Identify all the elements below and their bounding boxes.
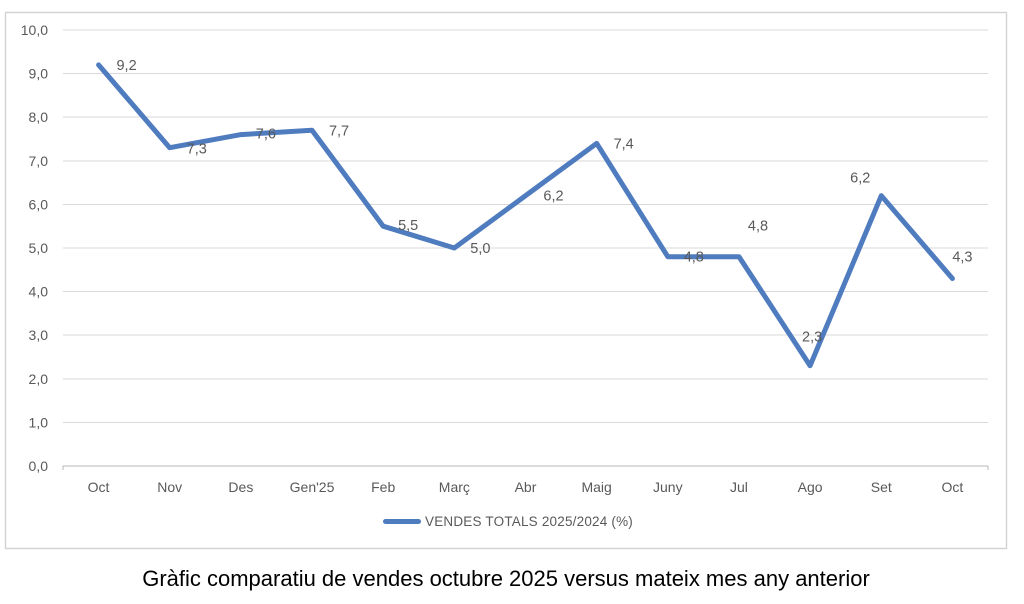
y-axis-tick-label: 7,0 [29, 153, 49, 169]
data-label: 6,2 [850, 171, 870, 187]
y-axis-tick-label: 0,0 [29, 458, 49, 474]
y-axis-tick-label: 9,0 [29, 66, 49, 82]
series-line [96, 62, 955, 369]
x-axis-category-label: Oct [88, 479, 110, 495]
data-label: 7,7 [329, 123, 349, 139]
chart-legend: VENDES TOTALS 2025/2024 (%) [383, 513, 633, 529]
data-label: 7,3 [187, 142, 207, 158]
x-axis-category-label: Set [871, 479, 892, 495]
y-axis-tick-label: 1,0 [29, 414, 49, 430]
x-axis-category-label: Nov [157, 479, 182, 495]
legend-line-swatch [383, 518, 421, 524]
data-label: 5,5 [398, 218, 418, 234]
data-label: 7,4 [614, 136, 634, 152]
data-label: 5,0 [470, 241, 490, 257]
chart-frame [4, 11, 1008, 550]
y-axis-tick-label: 3,0 [29, 327, 49, 343]
x-axis-category-label: Jul [730, 479, 748, 495]
x-axis-category-label: Ago [798, 479, 823, 495]
data-label: 6,2 [543, 189, 563, 205]
data-label: 2,3 [802, 330, 822, 346]
x-axis-category-label: Abr [515, 479, 537, 495]
x-axis-category-label: Març [439, 479, 470, 495]
y-axis-tick-label: 10,0 [21, 22, 48, 38]
data-label: 4,8 [748, 219, 768, 235]
x-axis-category-label: Juny [653, 479, 683, 495]
y-axis-tick-label: 4,0 [29, 284, 49, 300]
data-label: 9,2 [116, 58, 136, 74]
data-label: 4,8 [684, 250, 704, 266]
chart-caption: Gràfic comparatiu de vendes octubre 2025… [142, 566, 870, 591]
data-label: 4,3 [952, 250, 972, 266]
x-axis-category-label: Maig [581, 479, 611, 495]
data-label: 7,6 [256, 127, 276, 143]
x-axis-category-label: Des [228, 479, 253, 495]
y-axis-tick-label: 6,0 [29, 196, 49, 212]
y-axis-tick-label: 2,0 [29, 371, 49, 387]
x-axis-category-label: Gen'25 [290, 479, 335, 495]
y-axis-tick-label: 5,0 [29, 240, 49, 256]
y-axis-tick-label: 8,0 [29, 109, 49, 125]
x-axis-category-label: Feb [371, 479, 395, 495]
x-axis-category-label: Oct [942, 479, 964, 495]
legend-label: VENDES TOTALS 2025/2024 (%) [425, 513, 633, 529]
